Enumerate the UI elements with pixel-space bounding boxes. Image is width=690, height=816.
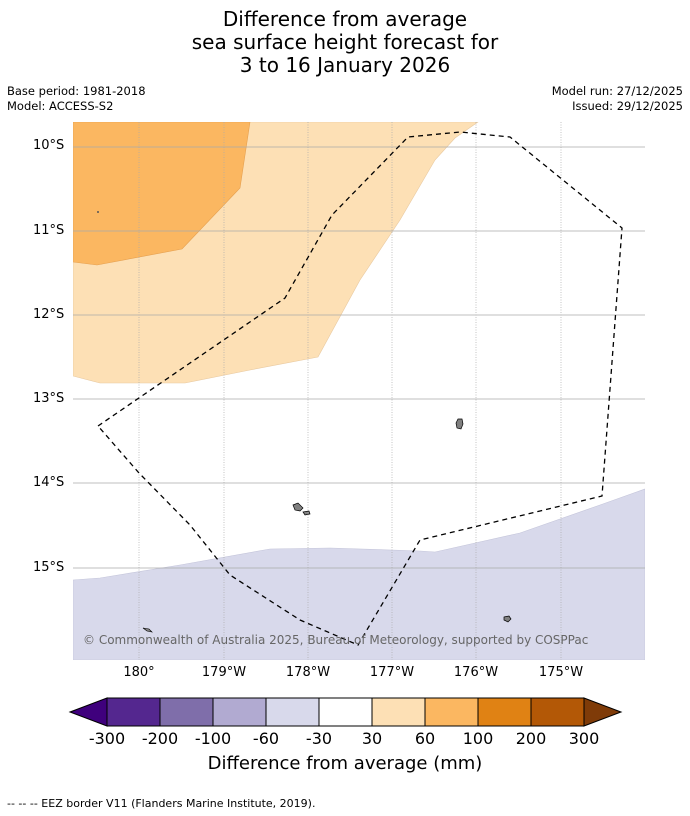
island-wallis [455,418,464,430]
colorbar-tick-9: 200 [515,729,547,748]
colorbar-extend-high [583,697,623,727]
map-area [73,122,645,660]
map-speck [97,211,99,213]
lon-label-176w: 176°W [453,665,499,680]
colorbar-bin-3 [213,698,266,726]
colorbar-bin-6 [372,698,425,726]
colorbar-bin-7 [425,698,478,726]
colorbar-tick-4: -60 [252,729,280,748]
model-run: Model run: 27/12/2025 [551,84,683,98]
colorbar-tick-7: 60 [414,729,436,748]
colorbar-tick-1: -300 [88,729,126,748]
island-futuna [292,502,304,512]
lon-label-175w: 175°W [538,665,584,680]
colorbar-outline [106,697,585,727]
colorbar-tick-3: -100 [194,729,232,748]
colorbar-tick-6: 30 [361,729,383,748]
copyright-notice: © Commonwealth of Australia 2025, Bureau… [83,633,589,647]
eez-footnote: -- -- -- EEZ border V11 (Flanders Marine… [7,797,316,810]
title-line-2: sea surface height forecast for [191,30,499,54]
eez-border [97,131,623,646]
colorbar-bin-2 [160,698,213,726]
colorbar-bin-5 [319,698,372,726]
lat-label-12s: 12°S [33,307,65,322]
lat-label-15s: 15°S [33,560,65,575]
colorbar-tick-8: 100 [462,729,494,748]
colorbar-bin-8 [478,698,531,726]
base-period: Base period: 1981-2018 [7,84,146,98]
lon-label-177w: 177°W [369,665,415,680]
issued-date: Issued: 29/12/2025 [572,99,683,113]
chart-title: Difference from average sea surface heig… [0,8,690,77]
gridlines [73,122,645,660]
lat-label-13s: 13°S [33,391,65,406]
colorbar-bin-1 [107,698,160,726]
colorbar-title: Difference from average (mm) [207,753,483,774]
lon-label-180: 180° [123,665,155,680]
colorbar-extend-low [68,697,108,727]
title-line-3: 3 to 16 January 2026 [239,53,451,77]
colorbar [68,697,623,727]
island-southeast [503,615,512,623]
lat-label-11s: 11°S [33,223,65,238]
lon-label-179w: 179°W [201,665,247,680]
lat-label-10s: 10°S [33,138,65,153]
colorbar-tick-5: -30 [305,729,333,748]
lon-label-178w: 178°W [285,665,331,680]
model-name: Model: ACCESS-S2 [7,99,114,113]
island-southwest [142,627,153,633]
colorbar-tick-2: -200 [141,729,179,748]
meta-right: Model run: 27/12/2025 Issued: 29/12/2025 [552,84,683,114]
colorbar-bin-4 [266,698,319,726]
colorbar-bin-9 [531,698,584,726]
anomaly-60-100-region [73,122,251,266]
title-line-1: Difference from average [222,7,468,31]
meta-left: Base period: 1981-2018 Model: ACCESS-S2 [7,84,146,114]
anomaly-minus60-minus30-region [73,488,645,660]
lat-label-14s: 14°S [33,475,65,490]
colorbar-tick-10: 300 [568,729,600,748]
